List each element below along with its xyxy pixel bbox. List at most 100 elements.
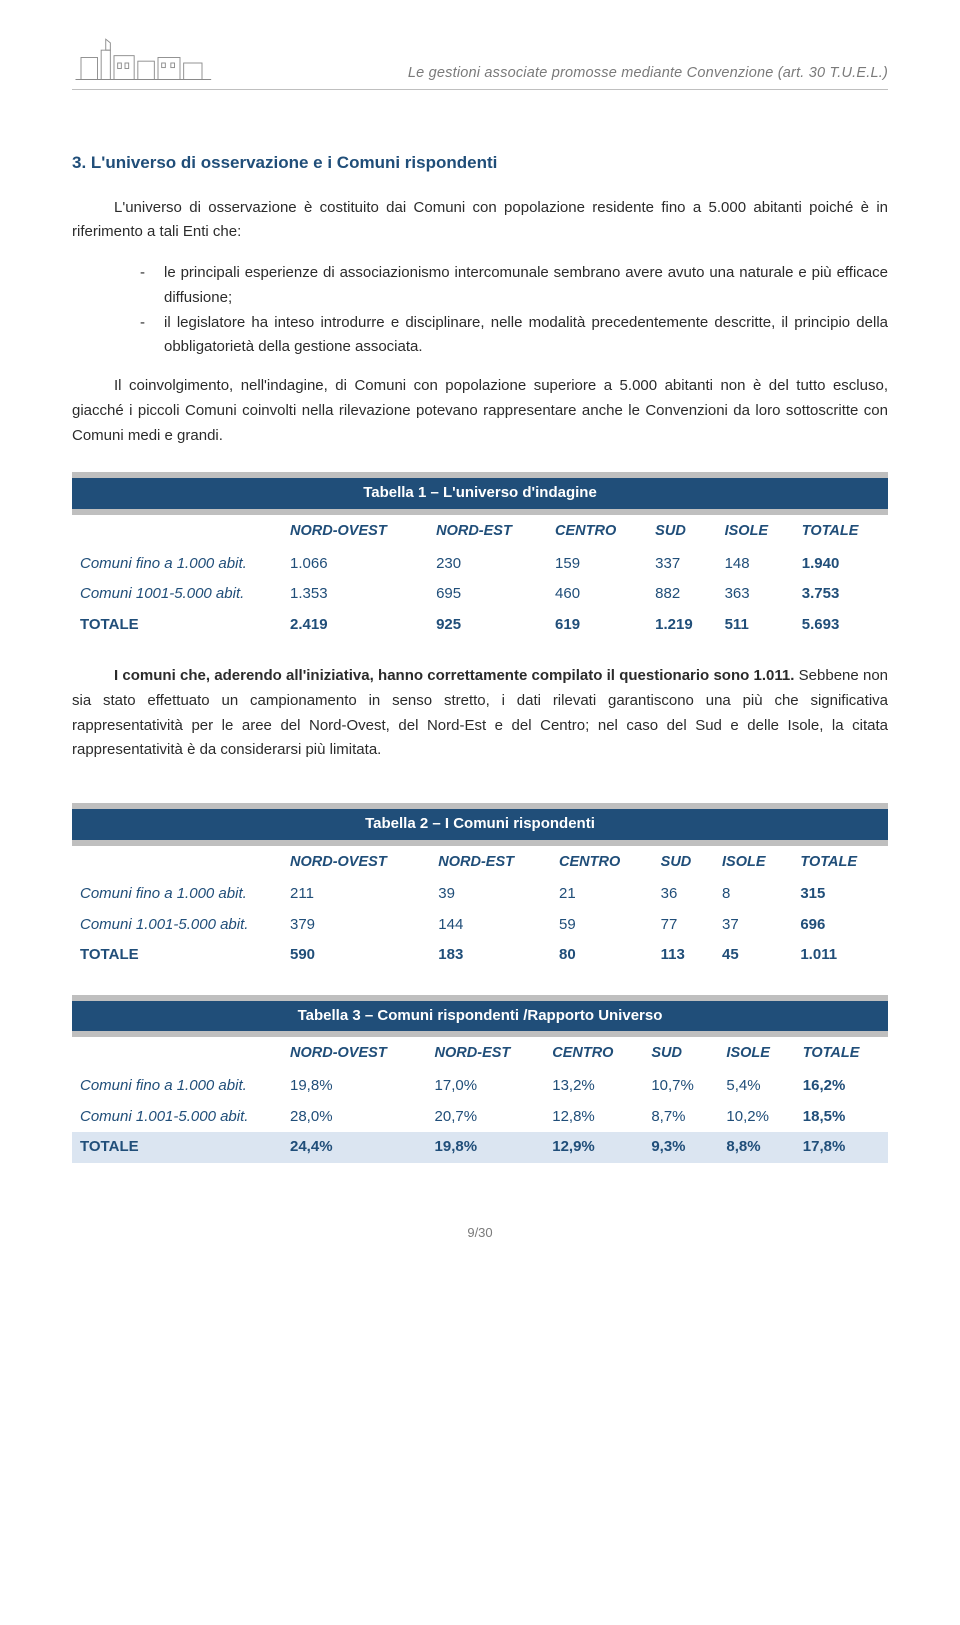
document-page: Le gestioni associate promosse mediante … <box>0 0 960 1282</box>
cell: 39 <box>430 879 551 910</box>
cell: 363 <box>717 579 794 610</box>
row-label: TOTALE <box>72 940 282 971</box>
bullet-list: - le principali esperienze di associazio… <box>72 261 888 360</box>
row-label: Comuni 1.001-5.000 abit. <box>72 910 282 941</box>
cell: 12,9% <box>544 1132 643 1163</box>
col-header: SUD <box>653 846 714 880</box>
cell: 882 <box>647 579 716 610</box>
table-row: Comuni fino a 1.000 abit. 19,8% 17,0% 13… <box>72 1071 888 1102</box>
col-header: TOTALE <box>795 1037 888 1071</box>
bullet-dash-icon: - <box>140 311 164 361</box>
table-total-row: TOTALE 24,4% 19,8% 12,9% 9,3% 8,8% 17,8% <box>72 1132 888 1163</box>
cell: 148 <box>717 549 794 580</box>
table-universo: Tabella 1 – L'universo d'indagine NORD-O… <box>72 472 888 640</box>
cell: 144 <box>430 910 551 941</box>
cell: 5.693 <box>794 610 888 641</box>
paragraph-strong: I comuni che, aderendo all'iniziativa, h… <box>114 667 794 684</box>
col-header: NORD-OVEST <box>282 1037 427 1071</box>
paragraph: I comuni che, aderendo all'iniziativa, h… <box>72 664 888 763</box>
bullet-dash-icon: - <box>140 261 164 311</box>
col-header: CENTRO <box>547 515 647 549</box>
cell: 20,7% <box>427 1102 545 1133</box>
paragraph-lead: L'universo di osservazione è costituito … <box>72 196 888 246</box>
table-row: Comuni 1.001-5.000 abit. 28,0% 20,7% 12,… <box>72 1102 888 1133</box>
cell: 1.066 <box>282 549 428 580</box>
table-rapporto: Tabella 3 – Comuni rispondenti /Rapporto… <box>72 995 888 1163</box>
cell: 24,4% <box>282 1132 427 1163</box>
cell: 9,3% <box>643 1132 718 1163</box>
col-header: CENTRO <box>544 1037 643 1071</box>
cell: 460 <box>547 579 647 610</box>
cell: 37 <box>714 910 792 941</box>
col-header: SUD <box>643 1037 718 1071</box>
cell: 925 <box>428 610 547 641</box>
col-header: ISOLE <box>717 515 794 549</box>
cell: 8 <box>714 879 792 910</box>
cell: 10,2% <box>718 1102 794 1133</box>
cell: 315 <box>792 879 888 910</box>
cell: 12,8% <box>544 1102 643 1133</box>
paragraph: Il coinvolgimento, nell'indagine, di Com… <box>72 374 888 448</box>
bullet-text: le principali esperienze di associazioni… <box>164 261 888 311</box>
table-header-row: NORD-OVEST NORD-EST CENTRO SUD ISOLE TOT… <box>72 515 888 549</box>
cell: 1.011 <box>792 940 888 971</box>
row-label: TOTALE <box>72 1132 282 1163</box>
cell: 19,8% <box>427 1132 545 1163</box>
col-header: TOTALE <box>794 515 888 549</box>
cell: 59 <box>551 910 653 941</box>
bullet-item: - il legislatore ha inteso introdurre e … <box>72 311 888 361</box>
bullet-item: - le principali esperienze di associazio… <box>72 261 888 311</box>
table-row: Comuni 1.001-5.000 abit. 379 144 59 77 3… <box>72 910 888 941</box>
cell: 379 <box>282 910 430 941</box>
cell: 80 <box>551 940 653 971</box>
cell: 10,7% <box>643 1071 718 1102</box>
cell: 511 <box>717 610 794 641</box>
bullet-text: il legislatore ha inteso introdurre e di… <box>164 311 888 361</box>
col-header: NORD-EST <box>430 846 551 880</box>
cell: 45 <box>714 940 792 971</box>
col-header: TOTALE <box>792 846 888 880</box>
cell: 211 <box>282 879 430 910</box>
cell: 8,7% <box>643 1102 718 1133</box>
col-header: ISOLE <box>718 1037 794 1071</box>
cell: 1.353 <box>282 579 428 610</box>
cell: 113 <box>653 940 714 971</box>
cell: 77 <box>653 910 714 941</box>
cell: 13,2% <box>544 1071 643 1102</box>
table-total-row: TOTALE 2.419 925 619 1.219 511 5.693 <box>72 610 888 641</box>
header-logo <box>72 30 222 85</box>
cell: 590 <box>282 940 430 971</box>
cell: 21 <box>551 879 653 910</box>
cell: 3.753 <box>794 579 888 610</box>
cell: 16,2% <box>795 1071 888 1102</box>
row-label: Comuni 1.001-5.000 abit. <box>72 1102 282 1133</box>
cell: 183 <box>430 940 551 971</box>
cell: 17,0% <box>427 1071 545 1102</box>
table-row: Comuni fino a 1.000 abit. 1.066 230 159 … <box>72 549 888 580</box>
table-header-row: NORD-OVEST NORD-EST CENTRO SUD ISOLE TOT… <box>72 1037 888 1071</box>
row-label: Comuni fino a 1.000 abit. <box>72 879 282 910</box>
cell: 1.940 <box>794 549 888 580</box>
row-label: Comuni 1001-5.000 abit. <box>72 579 282 610</box>
table-row: Comuni 1001-5.000 abit. 1.353 695 460 88… <box>72 579 888 610</box>
running-title: Le gestioni associate promosse mediante … <box>408 63 888 85</box>
cell: 695 <box>428 579 547 610</box>
col-header: NORD-EST <box>427 1037 545 1071</box>
cell: 696 <box>792 910 888 941</box>
row-label: Comuni fino a 1.000 abit. <box>72 549 282 580</box>
table-row: Comuni fino a 1.000 abit. 211 39 21 36 8… <box>72 879 888 910</box>
cell: 619 <box>547 610 647 641</box>
col-header: NORD-OVEST <box>282 515 428 549</box>
cell: 19,8% <box>282 1071 427 1102</box>
table-rispondenti: Tabella 2 – I Comuni rispondenti NORD-OV… <box>72 803 888 971</box>
col-header: NORD-OVEST <box>282 846 430 880</box>
table-title: Tabella 3 – Comuni rispondenti /Rapporto… <box>72 1001 888 1032</box>
page-header: Le gestioni associate promosse mediante … <box>72 30 888 90</box>
row-label: TOTALE <box>72 610 282 641</box>
table-header-row: NORD-OVEST NORD-EST CENTRO SUD ISOLE TOT… <box>72 846 888 880</box>
cell: 1.219 <box>647 610 716 641</box>
row-label: Comuni fino a 1.000 abit. <box>72 1071 282 1102</box>
col-header: SUD <box>647 515 716 549</box>
table-total-row: TOTALE 590 183 80 113 45 1.011 <box>72 940 888 971</box>
cell: 5,4% <box>718 1071 794 1102</box>
